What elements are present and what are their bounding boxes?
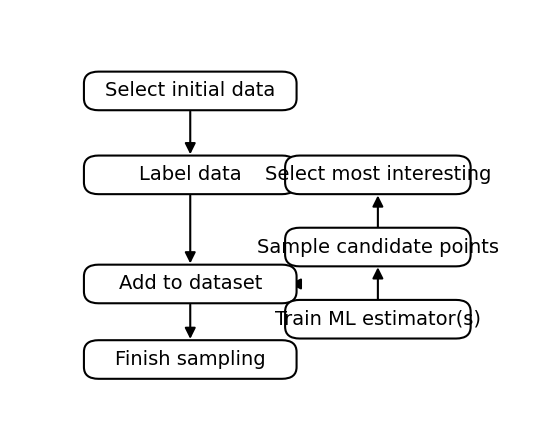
FancyBboxPatch shape [285,228,471,266]
FancyBboxPatch shape [84,156,296,194]
Text: Select initial data: Select initial data [105,82,275,100]
Text: Train ML estimator(s): Train ML estimator(s) [275,310,481,329]
FancyBboxPatch shape [285,300,471,338]
FancyBboxPatch shape [84,265,296,303]
Text: Label data: Label data [139,165,242,184]
Text: Sample candidate points: Sample candidate points [257,238,499,256]
Text: Select most interesting: Select most interesting [265,165,491,184]
FancyBboxPatch shape [84,340,296,379]
Text: Finish sampling: Finish sampling [115,350,266,369]
FancyBboxPatch shape [84,72,296,110]
FancyBboxPatch shape [285,156,471,194]
Text: Add to dataset: Add to dataset [118,275,262,293]
